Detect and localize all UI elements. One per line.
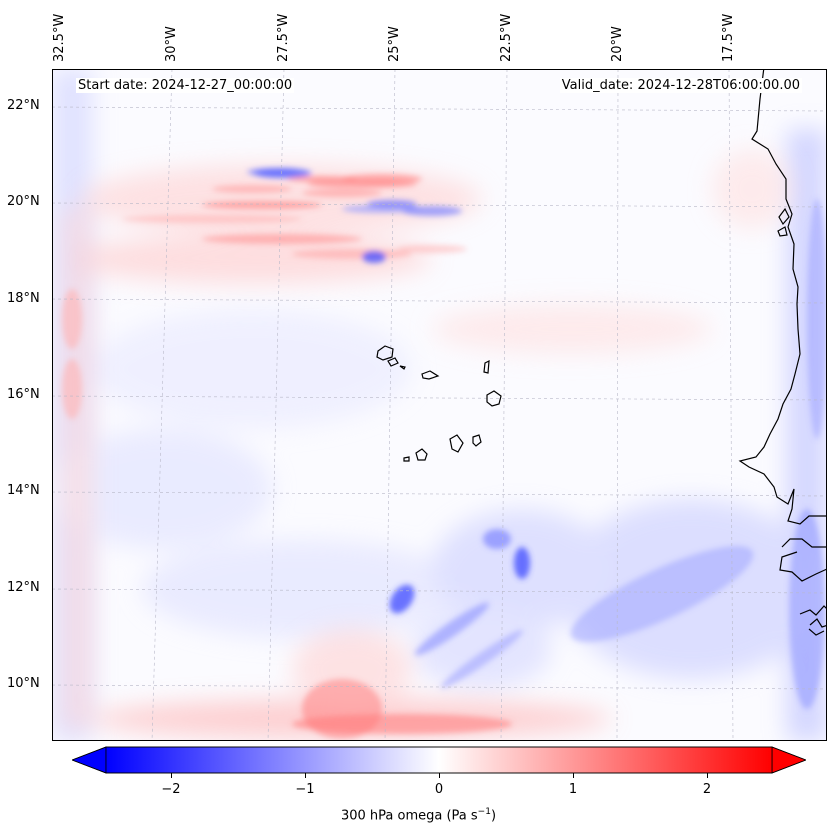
lon-label: 20°W <box>610 26 625 62</box>
colorbar-tickmark <box>439 773 440 778</box>
lat-label: 16°N <box>7 387 40 402</box>
colorbar-tick-label: −2 <box>161 782 181 797</box>
lon-label: 27.5°W <box>276 13 291 62</box>
colorbar-label-main: 300 hPa omega (Pa s <box>340 808 478 824</box>
lat-label: 22°N <box>7 98 40 113</box>
colorbar-label-close: ) <box>490 808 497 824</box>
colorbar-tick-label: 2 <box>702 782 712 797</box>
colorbar-tickmark <box>707 773 708 778</box>
lat-label: 12°N <box>7 580 40 595</box>
lat-label: 14°N <box>7 483 40 498</box>
coastline <box>738 69 827 636</box>
colorbar-extend-min <box>72 746 107 774</box>
colorbar-tick-label: 1 <box>568 782 578 797</box>
lon-label: 30°W <box>164 26 179 62</box>
colorbar-label-exponent: −1 <box>477 807 491 817</box>
omega-streaks <box>62 168 827 739</box>
lon-label: 22.5°W <box>499 13 514 62</box>
colorbar-tick-label: −1 <box>295 782 315 797</box>
colorbar <box>72 746 806 774</box>
start-date-annotation: Start date: 2024-12-27_00:00:00 <box>76 78 295 93</box>
lat-label: 10°N <box>7 676 40 691</box>
lat-label: 20°N <box>7 194 40 209</box>
colorbar-label: 300 hPa omega (Pa s−1) <box>0 807 837 823</box>
lon-label: 17.5°W <box>721 13 736 62</box>
colorbar-extend-max <box>771 746 806 774</box>
lon-label: 32.5°W <box>52 13 67 62</box>
valid-date-annotation: Valid_date: 2024-12-28T06:00:00.00 <box>559 78 802 93</box>
colorbar-tickmark <box>573 773 574 778</box>
cape-verde-islands <box>376 345 502 462</box>
colorbar-tickmark <box>305 773 306 778</box>
lon-label: 25°W <box>387 26 402 62</box>
map-panel <box>52 69 827 741</box>
graticule <box>52 69 827 741</box>
colorbar-tickmark <box>171 773 172 778</box>
lat-label: 18°N <box>7 291 40 306</box>
colorbar-tick-label: 0 <box>434 782 444 797</box>
